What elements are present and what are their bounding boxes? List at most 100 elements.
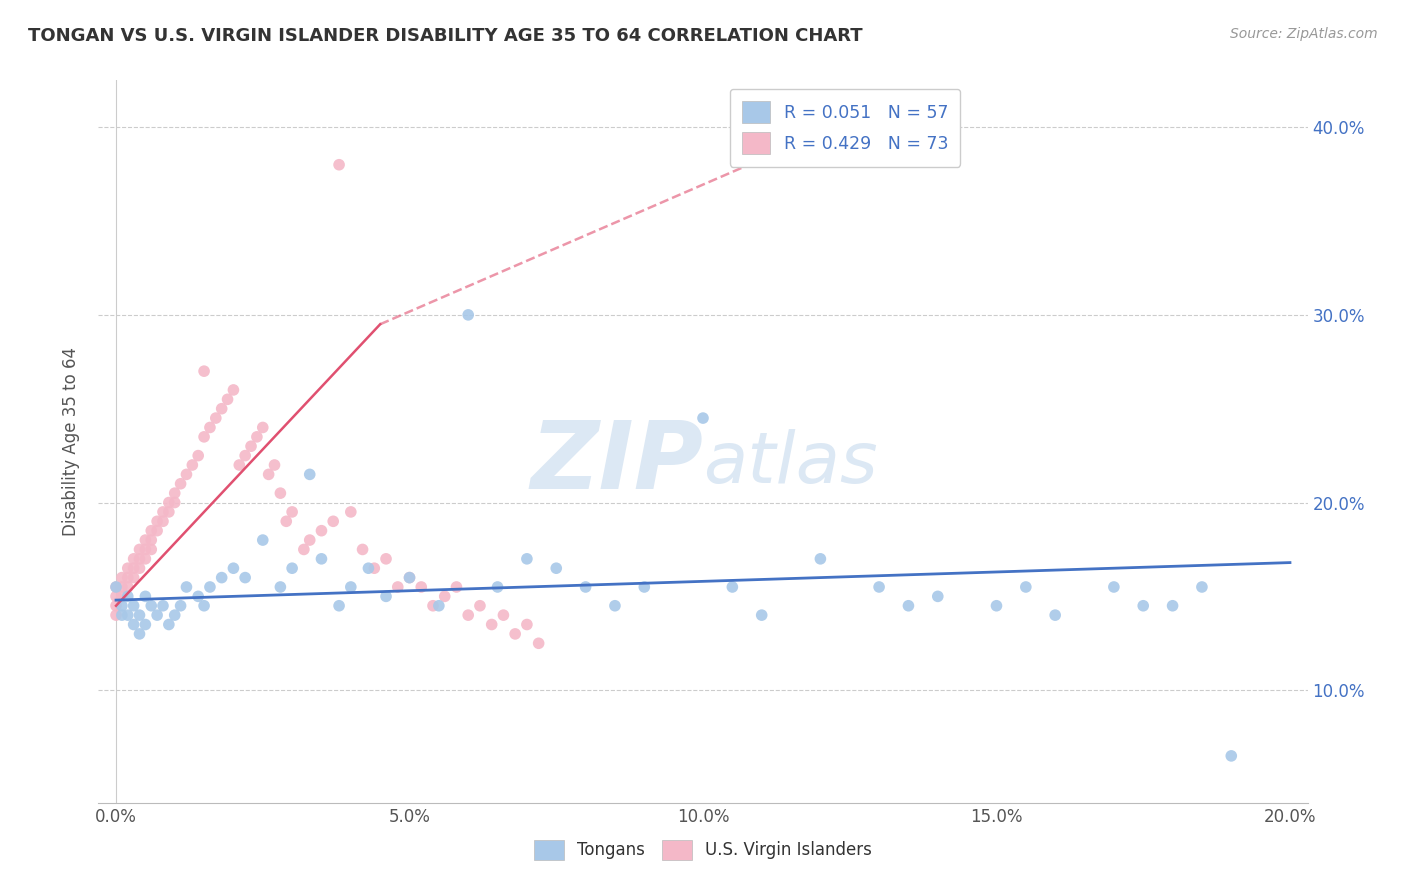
Point (211, 401, 233, 416)
Point (141, 599, 163, 613)
Point (328, 599, 350, 613)
Point (1015, 580, 1038, 594)
Point (193, 364, 215, 378)
Point (357, 561, 380, 575)
Point (986, 599, 1008, 613)
Point (105, 608, 128, 623)
Point (152, 505, 174, 519)
Point (340, 505, 363, 519)
Point (117, 580, 139, 594)
Y-axis label: Disability Age 35 to 64: Disability Age 35 to 64 (62, 347, 80, 536)
Point (111, 590, 134, 604)
Point (468, 599, 491, 613)
Point (457, 308, 479, 322)
Point (808, 551, 831, 566)
Point (128, 551, 150, 566)
Point (117, 571, 139, 585)
Point (157, 505, 180, 519)
Point (298, 467, 321, 482)
Point (163, 608, 186, 623)
Point (433, 590, 456, 604)
Point (269, 580, 291, 594)
Point (252, 420, 274, 434)
Point (117, 590, 139, 604)
Point (398, 571, 420, 585)
Point (146, 524, 169, 538)
Point (176, 467, 198, 482)
Point (292, 542, 315, 557)
Point (1132, 599, 1154, 613)
Point (193, 599, 215, 613)
Point (134, 617, 156, 632)
Point (311, 551, 333, 566)
Point (128, 542, 150, 557)
Point (868, 580, 890, 594)
Point (204, 411, 226, 425)
Point (111, 599, 134, 613)
Point (146, 608, 169, 623)
Point (163, 486, 186, 500)
Point (276, 514, 298, 528)
Point (141, 542, 163, 557)
Point (281, 561, 304, 575)
Point (117, 561, 139, 575)
Point (281, 505, 304, 519)
Point (134, 590, 156, 604)
Point (152, 599, 174, 613)
Point (446, 580, 468, 594)
Point (228, 458, 250, 472)
Point (486, 580, 509, 594)
Point (1043, 608, 1066, 623)
Point (157, 617, 180, 632)
Point (503, 627, 526, 641)
Point (122, 617, 145, 632)
Point (105, 590, 128, 604)
Point (152, 514, 174, 528)
Point (546, 561, 568, 575)
Point (193, 430, 215, 444)
Point (692, 411, 714, 425)
Point (233, 449, 256, 463)
Point (222, 561, 245, 575)
Point (751, 608, 773, 623)
Point (328, 158, 350, 172)
Point (217, 392, 239, 407)
Point (516, 617, 538, 632)
Point (269, 486, 291, 500)
Point (240, 439, 263, 453)
Point (398, 571, 420, 585)
Point (352, 542, 374, 557)
Point (187, 590, 209, 604)
Text: ZIP: ZIP (530, 417, 703, 509)
Point (198, 420, 221, 434)
Point (111, 608, 134, 623)
Point (257, 467, 280, 482)
Point (516, 551, 538, 566)
Point (222, 383, 245, 397)
Point (169, 476, 191, 491)
Point (422, 599, 444, 613)
Point (169, 599, 191, 613)
Point (198, 580, 221, 594)
Point (141, 524, 163, 538)
Point (721, 580, 744, 594)
Point (527, 636, 550, 650)
Point (603, 599, 626, 613)
Point (128, 608, 150, 623)
Legend: Tongans, U.S. Virgin Islanders: Tongans, U.S. Virgin Islanders (527, 833, 879, 867)
Point (122, 571, 145, 585)
Text: TONGAN VS U.S. VIRGIN ISLANDER DISABILITY AGE 35 TO 64 CORRELATION CHART: TONGAN VS U.S. VIRGIN ISLANDER DISABILIT… (28, 27, 863, 45)
Point (122, 561, 145, 575)
Point (176, 580, 198, 594)
Point (134, 551, 156, 566)
Point (363, 561, 385, 575)
Text: Source: ZipAtlas.com: Source: ZipAtlas.com (1230, 27, 1378, 41)
Point (134, 542, 156, 557)
Point (633, 580, 655, 594)
Point (233, 571, 256, 585)
Point (263, 458, 285, 472)
Point (111, 580, 134, 594)
Point (457, 608, 479, 623)
Point (246, 430, 269, 444)
Point (187, 449, 209, 463)
